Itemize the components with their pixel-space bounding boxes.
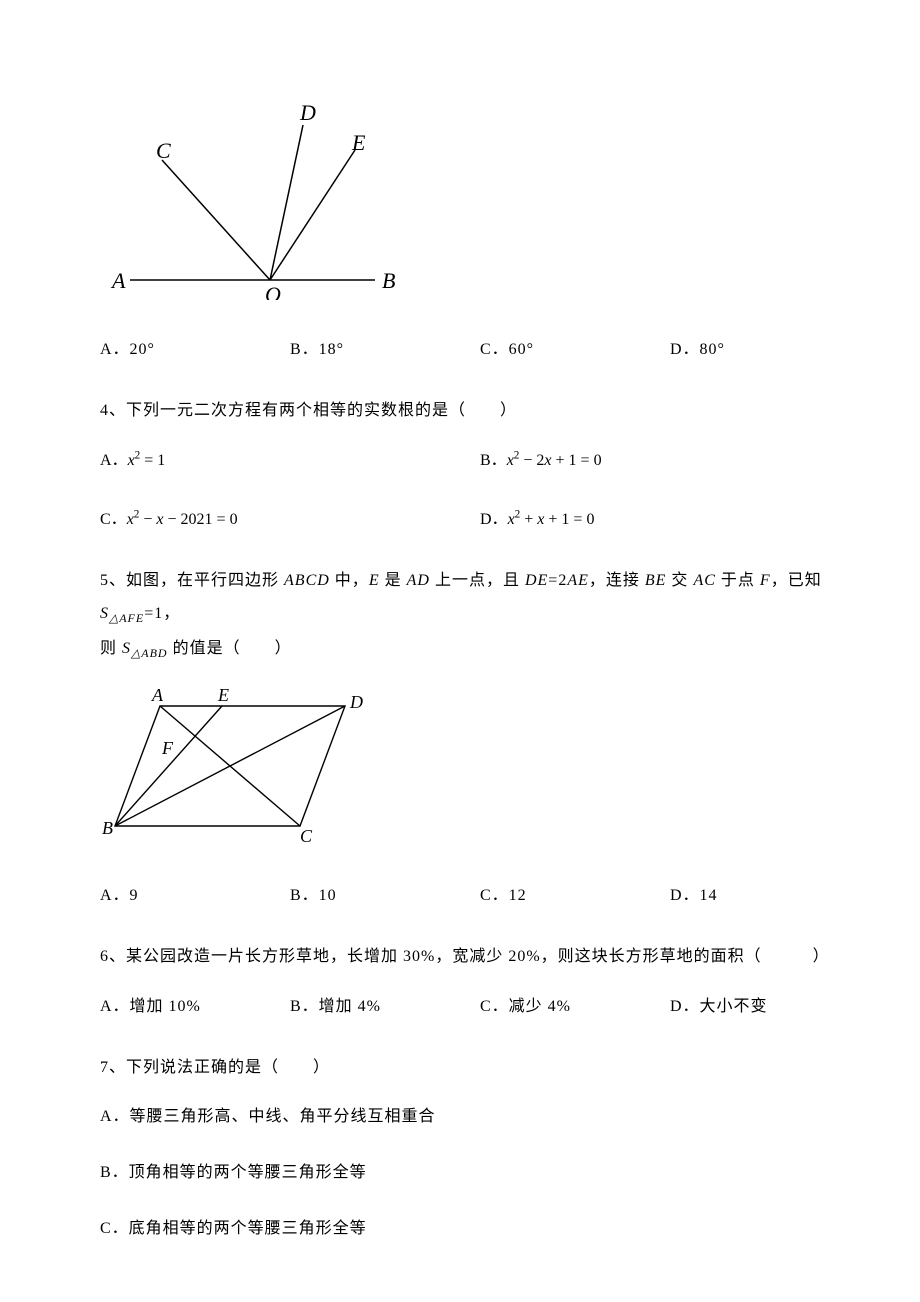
q5-option-a: A．9: [100, 881, 290, 905]
svg-text:B: B: [382, 268, 395, 293]
q5-stem: 5、如图，在平行四边形 ABCD 中，E 是 AD 上一点，且 DE=2AE，连…: [100, 564, 860, 666]
q7-option-a: A．等腰三角形高、中线、角平分线互相重合: [100, 1102, 860, 1126]
q3-options: A．20° B．18° C．60° D．80°: [100, 335, 860, 359]
q4-option-c: C．x2 − x − 2021 = 0: [100, 505, 480, 529]
svg-text:A: A: [110, 268, 126, 293]
q3-option-b: B．18°: [290, 335, 480, 359]
q4-option-d: D．x2 + x + 1 = 0: [480, 505, 860, 529]
svg-text:F: F: [161, 738, 174, 758]
q6-options: A．增加 10% B．增加 4% C．减少 4% D．大小不变: [100, 992, 860, 1016]
q3-option-d: D．80°: [670, 335, 860, 359]
svg-text:B: B: [102, 818, 113, 838]
q5-options: A．9 B．10 C．12 D．14: [100, 881, 860, 905]
q5-option-c: C．12: [480, 881, 670, 905]
svg-text:E: E: [351, 130, 366, 155]
q6-option-b: B．增加 4%: [290, 992, 480, 1016]
q5-option-d: D．14: [670, 881, 860, 905]
q4-options-row2: C．x2 − x − 2021 = 0 D．x2 + x + 1 = 0: [100, 505, 860, 529]
q7-stem: 7、下列说法正确的是（ ）: [100, 1051, 860, 1085]
q3-option-a: A．20°: [100, 335, 290, 359]
q5-figure: A E D B C F: [100, 686, 920, 851]
q3-figure: A B C D E O: [100, 100, 920, 305]
q3-option-c: C．60°: [480, 335, 670, 359]
q6-stem: 6、某公园改造一片长方形草地，长增加 30%，宽减少 20%，则这块长方形草地的…: [100, 940, 860, 974]
svg-text:D: D: [349, 692, 363, 712]
q7-option-b: B．顶角相等的两个等腰三角形全等: [100, 1158, 860, 1182]
q4-options-row1: A．x2 = 1 B．x2 − 2x + 1 = 0: [100, 446, 860, 470]
svg-text:C: C: [300, 826, 313, 846]
q7-options: A．等腰三角形高、中线、角平分线互相重合 B．顶角相等的两个等腰三角形全等 C．…: [100, 1102, 860, 1238]
q4-option-a: A．x2 = 1: [100, 446, 480, 470]
q7-option-c: C．底角相等的两个等腰三角形全等: [100, 1214, 860, 1238]
q6-option-a: A．增加 10%: [100, 992, 290, 1016]
svg-text:E: E: [217, 686, 229, 705]
svg-text:D: D: [299, 100, 316, 125]
svg-text:O: O: [265, 282, 281, 300]
q6-option-c: C．减少 4%: [480, 992, 670, 1016]
q4-stem: 4、下列一元二次方程有两个相等的实数根的是（ ）: [100, 394, 860, 428]
q5-option-b: B．10: [290, 881, 480, 905]
q6-option-d: D．大小不变: [670, 992, 860, 1016]
svg-text:A: A: [151, 686, 164, 705]
svg-text:C: C: [156, 138, 171, 163]
q4-option-b: B．x2 − 2x + 1 = 0: [480, 446, 860, 470]
